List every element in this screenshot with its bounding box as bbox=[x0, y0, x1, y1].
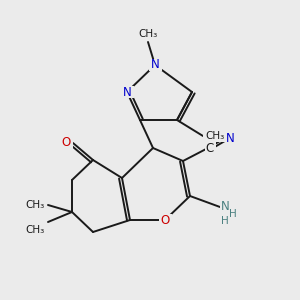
Text: CH₃: CH₃ bbox=[138, 29, 158, 39]
FancyBboxPatch shape bbox=[229, 209, 238, 219]
FancyBboxPatch shape bbox=[158, 214, 172, 226]
FancyBboxPatch shape bbox=[136, 28, 160, 40]
Text: CH₃: CH₃ bbox=[206, 131, 225, 141]
Text: CH₃: CH₃ bbox=[26, 225, 45, 235]
Text: H: H bbox=[221, 216, 229, 226]
Text: N: N bbox=[226, 131, 234, 145]
Text: C: C bbox=[206, 142, 214, 154]
FancyBboxPatch shape bbox=[205, 142, 215, 154]
Text: N: N bbox=[151, 58, 159, 71]
Text: N: N bbox=[123, 85, 131, 98]
Text: N: N bbox=[220, 200, 230, 212]
Text: H: H bbox=[229, 209, 237, 219]
FancyBboxPatch shape bbox=[224, 132, 236, 144]
FancyBboxPatch shape bbox=[59, 137, 73, 149]
FancyBboxPatch shape bbox=[220, 216, 230, 226]
FancyBboxPatch shape bbox=[203, 130, 227, 142]
FancyBboxPatch shape bbox=[23, 224, 47, 236]
Text: O: O bbox=[160, 214, 169, 226]
FancyBboxPatch shape bbox=[220, 200, 230, 212]
Text: CH₃: CH₃ bbox=[26, 200, 45, 210]
FancyBboxPatch shape bbox=[23, 200, 47, 211]
Text: O: O bbox=[61, 136, 70, 149]
FancyBboxPatch shape bbox=[148, 59, 161, 71]
FancyBboxPatch shape bbox=[121, 86, 134, 98]
